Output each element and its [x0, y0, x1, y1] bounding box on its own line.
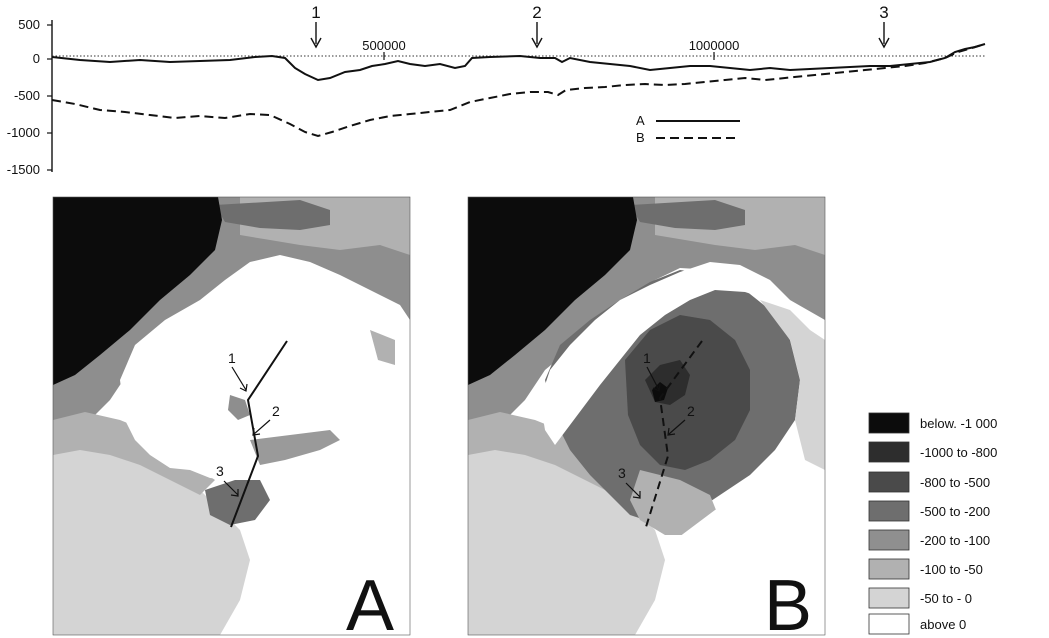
legend-swatch-2: [868, 471, 910, 493]
legend-swatch-5: [868, 558, 910, 580]
profile-legend-b-label: B: [636, 130, 645, 145]
map-a-point-1-arrow: [231, 366, 248, 392]
legend-label-4: -200 to -100: [920, 533, 990, 548]
legend-label-3: -500 to -200: [920, 504, 990, 519]
map-b-point-2-arrow: [667, 419, 686, 436]
legend-swatch-4: [868, 529, 910, 551]
y-tick-label-500: 500: [18, 17, 40, 32]
profile-marker-3-label: 3: [879, 3, 888, 22]
legend-swatch-0: [868, 412, 910, 434]
legend-label-0: below. -1 000: [920, 416, 997, 431]
map-b-point-1-arrow: [646, 366, 661, 392]
profile-marker-3: 3: [878, 3, 890, 49]
legend-label-6: -50 to - 0: [920, 591, 972, 606]
map-a-point-2-label: 2: [272, 403, 280, 419]
y-tick-label-0: 0: [33, 51, 40, 66]
map-b-point-2-label: 2: [687, 403, 695, 419]
profile-legend-a-label: A: [636, 113, 645, 128]
profile-plot: 500 0 -500 -1000 -1500 500000 1000000 1 …: [7, 3, 986, 177]
x-tick-label-500000: 500000: [362, 38, 405, 53]
legend-swatch-3: [868, 500, 910, 522]
profile-marker-1-label: 1: [311, 3, 320, 22]
map-b-point-3-arrow: [625, 482, 641, 499]
map-b-point-3-label: 3: [618, 465, 626, 481]
map-a-point-1-label: 1: [228, 350, 236, 366]
profile-y-ticks: [47, 24, 52, 171]
profile-marker-1: 1: [310, 3, 322, 49]
profile-marker-2-label: 2: [532, 3, 541, 22]
y-tick-label-minus-1500: -1500: [7, 162, 40, 177]
map-a-point-2-arrow: [252, 419, 271, 436]
map-a-letter: A: [346, 566, 394, 638]
x-tick-label-1000000: 1000000: [689, 38, 740, 53]
legend-swatch-1: [868, 441, 910, 463]
map-a-point-3-label: 3: [216, 463, 224, 479]
legend-swatch-6: [868, 587, 910, 609]
legend-swatch-7: [868, 613, 910, 635]
map-b-point-1-label: 1: [643, 350, 651, 366]
map-a-point-3-arrow: [223, 480, 239, 497]
map-panel-a: 1 2 3 A: [52, 196, 411, 638]
legend-label-1: -1000 to -800: [920, 445, 997, 460]
map-panel-b: 1 2 3 B: [467, 196, 826, 638]
profile-line-a: [51, 43, 986, 82]
profile-line-b: [51, 43, 986, 138]
profile-marker-2: 2: [531, 3, 543, 49]
y-tick-label-minus-500: -500: [14, 88, 40, 103]
map-a-transect: [230, 340, 288, 528]
y-tick-label-minus-1000: -1000: [7, 125, 40, 140]
legend-label-2: -800 to -500: [920, 475, 990, 490]
profile-legend: A B: [636, 113, 740, 145]
legend-label-5: -100 to -50: [920, 562, 983, 577]
map-b-letter: B: [764, 566, 812, 638]
depth-legend: below. -1 000 -1000 to -800 -800 to -500…: [868, 412, 997, 635]
profile-x-ticks: [383, 52, 715, 60]
legend-label-7: above 0: [920, 617, 966, 632]
